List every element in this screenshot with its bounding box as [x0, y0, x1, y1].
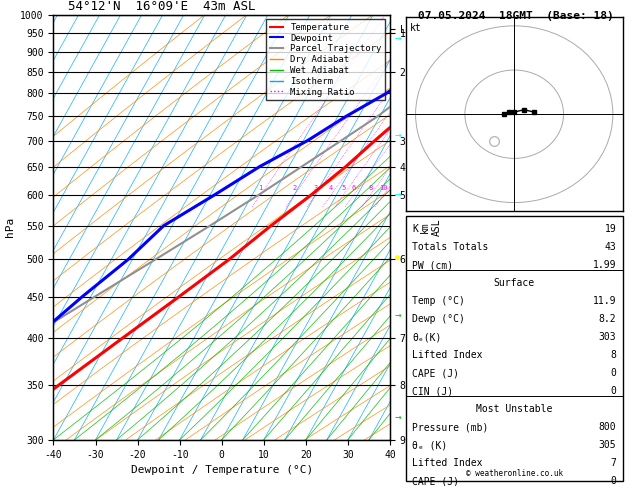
Text: 5: 5: [342, 185, 345, 191]
Text: Pressure (mb): Pressure (mb): [412, 422, 489, 433]
Text: ●: ●: [395, 253, 400, 262]
Text: CAPE (J): CAPE (J): [412, 476, 459, 486]
Text: 6: 6: [352, 185, 356, 191]
Text: 43: 43: [604, 242, 616, 252]
Text: 2: 2: [292, 185, 297, 191]
Text: →: →: [394, 413, 401, 423]
Text: 54°12'N  16°09'E  43m ASL: 54°12'N 16°09'E 43m ASL: [53, 0, 256, 14]
Text: θₑ (K): θₑ (K): [412, 440, 447, 451]
Text: 800: 800: [599, 422, 616, 433]
Text: 1.99: 1.99: [593, 260, 616, 270]
Legend: Temperature, Dewpoint, Parcel Trajectory, Dry Adiabat, Wet Adiabat, Isotherm, Mi: Temperature, Dewpoint, Parcel Trajectory…: [266, 19, 386, 100]
Text: 0: 0: [610, 386, 616, 396]
Text: Lifted Index: Lifted Index: [412, 458, 482, 469]
Text: Most Unstable: Most Unstable: [476, 404, 552, 415]
Text: →: →: [394, 131, 401, 141]
Text: Lifted Index: Lifted Index: [412, 350, 482, 360]
Text: Dewp (°C): Dewp (°C): [412, 314, 465, 324]
Text: →: →: [394, 34, 401, 44]
Y-axis label: km
ASL: km ASL: [420, 218, 442, 236]
Text: CIN (J): CIN (J): [412, 386, 454, 396]
Text: Temp (°C): Temp (°C): [412, 296, 465, 306]
Text: 303: 303: [599, 332, 616, 342]
Text: 8: 8: [368, 185, 372, 191]
Text: 0: 0: [610, 368, 616, 378]
X-axis label: Dewpoint / Temperature (°C): Dewpoint / Temperature (°C): [131, 465, 313, 475]
Text: CAPE (J): CAPE (J): [412, 368, 459, 378]
Text: 1: 1: [259, 185, 262, 191]
Text: kt: kt: [410, 23, 422, 33]
Text: 07.05.2024  18GMT  (Base: 18): 07.05.2024 18GMT (Base: 18): [418, 11, 614, 21]
Text: 0: 0: [610, 476, 616, 486]
Text: 7: 7: [610, 458, 616, 469]
Text: 19: 19: [604, 224, 616, 234]
Text: 11.9: 11.9: [593, 296, 616, 306]
Text: PW (cm): PW (cm): [412, 260, 454, 270]
Text: Totals Totals: Totals Totals: [412, 242, 489, 252]
Text: 305: 305: [599, 440, 616, 451]
Text: © weatheronline.co.uk: © weatheronline.co.uk: [465, 469, 563, 479]
Text: 4: 4: [329, 185, 333, 191]
Text: θₑ(K): θₑ(K): [412, 332, 442, 342]
Text: 3: 3: [313, 185, 318, 191]
Text: 8.2: 8.2: [599, 314, 616, 324]
Text: →: →: [394, 311, 401, 321]
Text: →: →: [394, 190, 401, 199]
Text: Surface: Surface: [494, 278, 535, 288]
Text: 10: 10: [379, 185, 388, 191]
Y-axis label: hPa: hPa: [4, 217, 14, 237]
Text: 8: 8: [610, 350, 616, 360]
Text: K: K: [412, 224, 418, 234]
